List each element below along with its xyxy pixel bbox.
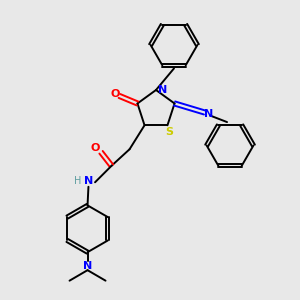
Text: N: N [84, 176, 93, 186]
Text: N: N [83, 261, 92, 271]
Text: S: S [165, 127, 173, 137]
Text: N: N [204, 109, 214, 119]
Text: O: O [110, 88, 120, 99]
Text: H: H [74, 176, 82, 186]
Text: N: N [158, 85, 167, 95]
Text: O: O [90, 143, 100, 153]
